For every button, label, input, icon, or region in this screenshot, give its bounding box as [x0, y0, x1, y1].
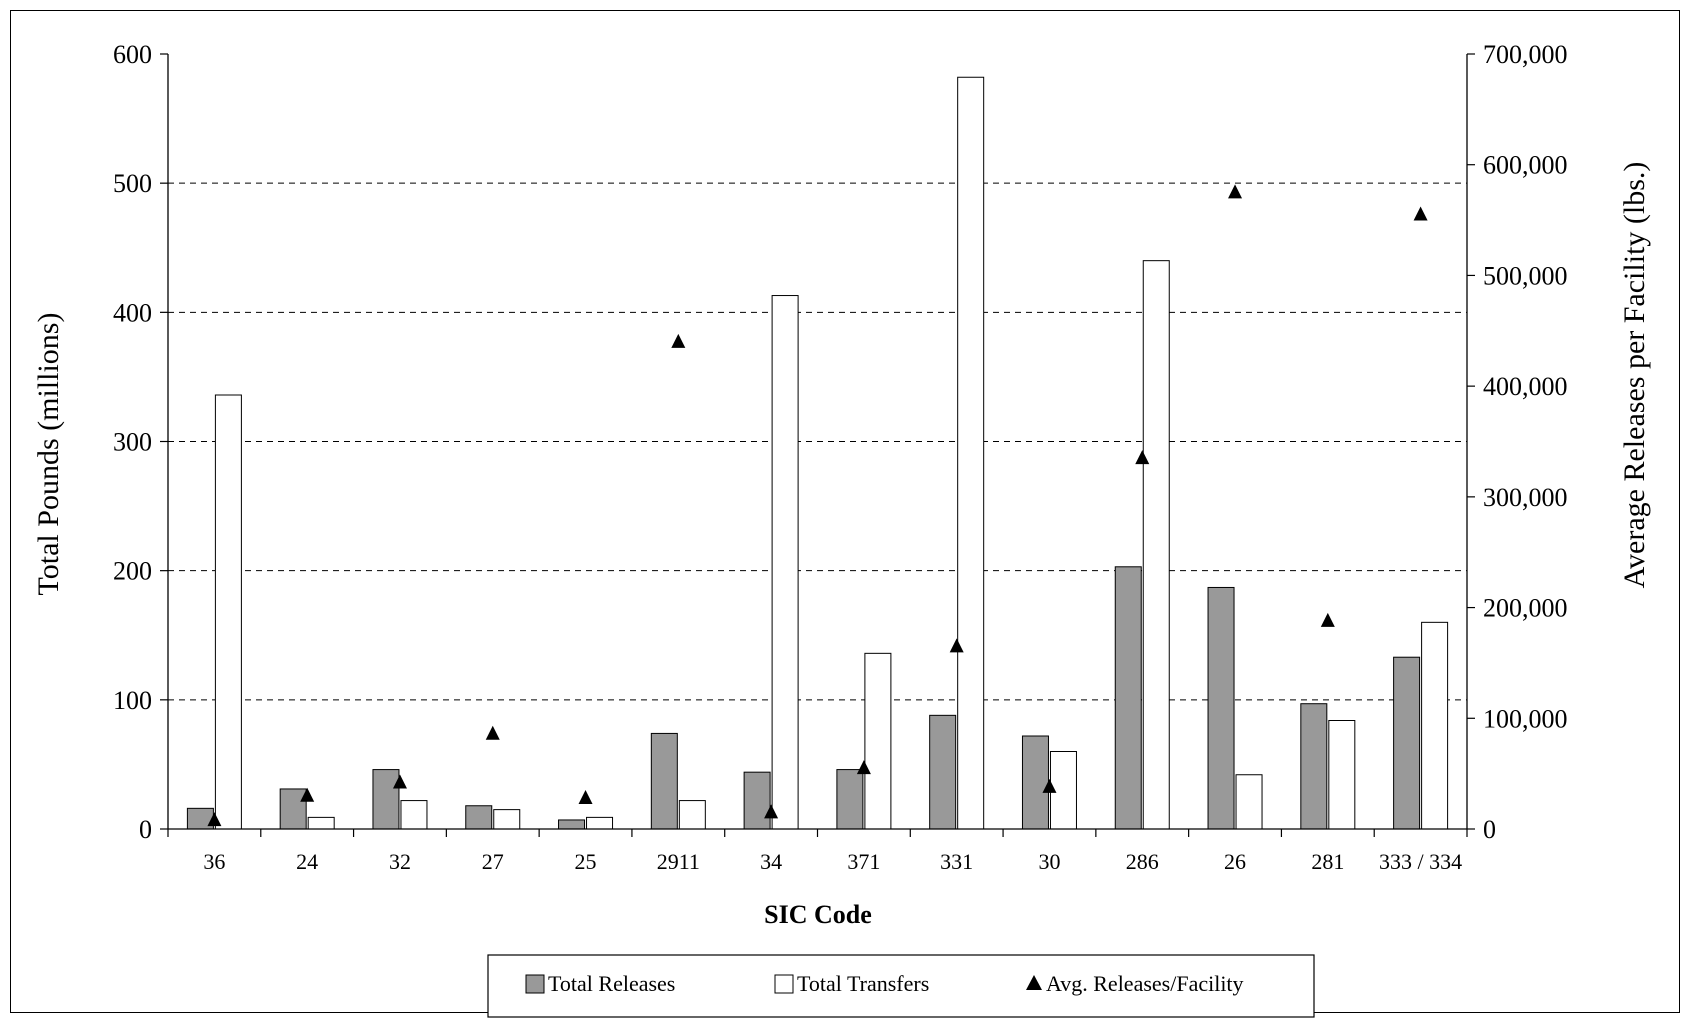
y-tick-label: 500 [113, 169, 152, 198]
marker-avg-releases [392, 774, 407, 789]
bar-total-transfers [864, 652, 892, 830]
bar-total-releases [1393, 656, 1421, 830]
bar-total-releases [1207, 586, 1235, 830]
markers [207, 184, 1428, 827]
legend-swatch-total-transfers [774, 974, 794, 994]
y2-tick-label: 500,000 [1483, 261, 1568, 290]
y-axis-title: Total Pounds (millions) [32, 313, 65, 596]
x-tick-label: 30 [1038, 849, 1060, 874]
y-tick-label: 200 [113, 557, 152, 586]
x-axis-title: SIC Code [764, 900, 872, 929]
bar-total-transfers [957, 76, 985, 830]
x-tick-label: 286 [1126, 849, 1159, 874]
y-tick-label: 0 [139, 815, 152, 844]
x-axis-ticks: 36 24 32 27 25 2911 34 371 331 30 286 26 281 333 / 33… [167, 829, 1468, 874]
marker-avg-releases [1042, 778, 1057, 793]
marker-avg-releases [856, 760, 871, 775]
x-tick-label: 333 / 334 [1379, 849, 1462, 874]
y2-tick-label: 400,000 [1483, 372, 1568, 401]
x-tick-label: 2911 [657, 849, 700, 874]
marker-avg-releases [485, 725, 500, 740]
bar-total-transfers [586, 816, 614, 830]
bar-total-transfers [1235, 774, 1263, 830]
y2-tick-label: 100,000 [1483, 704, 1568, 733]
marker-avg-releases [1413, 206, 1428, 221]
x-tick-label: 25 [575, 849, 597, 874]
marker-avg-releases [207, 812, 222, 827]
marker-avg-releases [764, 804, 779, 819]
marker-avg-releases [300, 787, 315, 802]
x-tick-label: 24 [296, 849, 318, 874]
y2-tick-label: 0 [1483, 815, 1496, 844]
y2-tick-label: 300,000 [1483, 483, 1568, 512]
y-tick-label: 100 [113, 686, 152, 715]
x-tick-label: 371 [847, 849, 880, 874]
bar-total-releases [465, 805, 493, 830]
bar-total-transfers [214, 394, 242, 830]
y2-axis-title: Average Releases per Facility (lbs.) [1618, 162, 1651, 589]
legend-label-total-transfers: Total Transfers [797, 971, 929, 996]
bar-total-releases [929, 714, 957, 830]
marker-avg-releases [949, 638, 964, 653]
bar-total-releases [1021, 735, 1049, 830]
bar-total-transfers [1328, 720, 1356, 830]
bar-total-transfers [678, 800, 706, 830]
y-tick-label: 400 [113, 298, 152, 327]
y2-tick-label: 700,000 [1483, 40, 1568, 69]
marker-avg-releases [1228, 184, 1243, 199]
x-tick-label: 36 [203, 849, 225, 874]
marker-avg-releases [578, 790, 593, 804]
y2-tick-label: 200,000 [1483, 594, 1568, 623]
bar-total-releases [558, 819, 586, 830]
y2-tick-label: 600,000 [1483, 151, 1568, 180]
bar-total-releases [836, 769, 864, 830]
bar-total-releases [279, 788, 307, 830]
legend-swatch-avg-releases-icon [1026, 975, 1042, 990]
x-tick-label: 27 [482, 849, 504, 874]
left-axis-ticks: 0 100 200 300 400 500 600 [113, 40, 168, 844]
bar-total-transfers [1421, 621, 1449, 830]
bar-total-transfers [771, 295, 799, 830]
bar-total-transfers [307, 816, 335, 830]
bar-total-releases [650, 732, 678, 830]
x-tick-label: 34 [760, 849, 782, 874]
x-tick-label: 281 [1311, 849, 1344, 874]
legend-swatch-total-releases [525, 974, 545, 994]
y-tick-label: 300 [113, 428, 152, 457]
marker-avg-releases [1135, 450, 1150, 465]
marker-avg-releases [671, 333, 686, 348]
x-tick-label: 331 [940, 849, 973, 874]
legend: Total Releases Total Transfers Avg. Rele… [487, 954, 1315, 1018]
bars [186, 76, 1449, 830]
bar-total-releases [1300, 703, 1328, 830]
legend-label-avg-releases: Avg. Releases/Facility [1046, 971, 1244, 996]
x-tick-label: 32 [389, 849, 411, 874]
bar-total-releases [743, 771, 771, 830]
marker-avg-releases [1320, 612, 1335, 627]
bar-total-releases [372, 769, 400, 830]
bar-total-transfers [400, 800, 428, 830]
gridlines [168, 182, 1467, 701]
bar-total-transfers [1142, 260, 1170, 830]
legend-label-total-releases: Total Releases [548, 971, 675, 996]
chart-frame [10, 10, 1680, 1013]
right-axis-ticks: 0 100,000 200,000 300,000 400,000 500,000 600,… [1467, 40, 1568, 844]
bar-total-transfers [493, 809, 521, 830]
bar-total-releases [1114, 566, 1142, 830]
y-tick-label: 600 [113, 40, 152, 69]
legend-box [487, 954, 1315, 1018]
x-tick-label: 26 [1224, 849, 1246, 874]
